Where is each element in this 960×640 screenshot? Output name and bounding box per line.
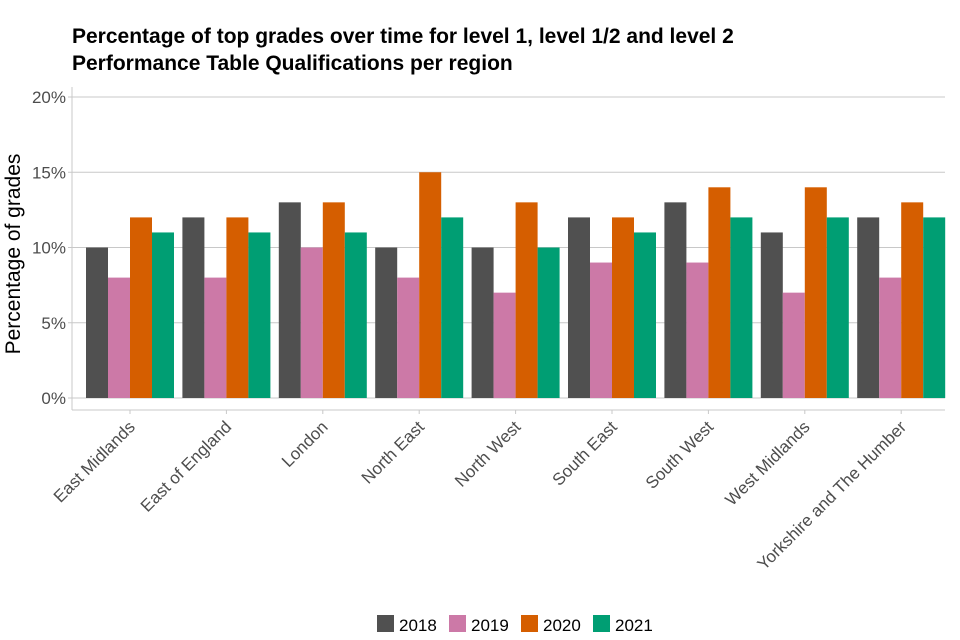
legend-label-2018: 2018 (399, 616, 437, 635)
bar-2019-south-east (590, 262, 612, 398)
bar-2018-north-west (471, 247, 494, 398)
bar-2021-london (344, 232, 367, 398)
bar-2019-west-midlands (782, 292, 805, 398)
y-tick-label: 5% (41, 314, 66, 333)
bar-2021-north-east (441, 217, 464, 398)
bar-2019-north-west (493, 292, 516, 398)
y-tick-label: 15% (32, 163, 66, 182)
bar-2020-north-east (419, 172, 442, 398)
x-tick-label: North West (451, 417, 525, 491)
bar-2021-south-east (634, 232, 656, 398)
bar-2018-london (278, 202, 301, 398)
bar-2019-south-west (686, 262, 709, 398)
bar-2018-yorkshire-and-the-humber (857, 217, 880, 398)
bar-2021-west-midlands (826, 217, 849, 398)
legend-label-2020: 2020 (543, 616, 581, 635)
bar-2020-west-midlands (804, 187, 827, 398)
bar-2019-yorkshire-and-the-humber (879, 277, 902, 398)
x-tick-label: West Midlands (722, 417, 814, 509)
bars (86, 172, 946, 398)
bar-2018-north-east (375, 247, 398, 398)
bar-2020-north-west (515, 202, 538, 398)
bar-2020-south-east (612, 217, 634, 398)
legend-swatch-2019 (449, 615, 466, 632)
bar-2021-yorkshire-and-the-humber (923, 217, 946, 398)
x-tick-label: East Midlands (50, 417, 139, 506)
bar-2019-east-of-england (204, 277, 227, 398)
y-axis-label: Percentage of grades (2, 154, 25, 355)
bar-2018-east-midlands (86, 247, 108, 398)
legend-swatch-2018 (377, 615, 394, 632)
legend-swatch-2020 (521, 615, 538, 632)
bar-2019-london (300, 247, 323, 398)
x-tick-label: South East (549, 417, 621, 489)
legend: 2018 2019 2020 2021 (377, 615, 653, 635)
bar-2020-yorkshire-and-the-humber (901, 202, 924, 398)
x-tick-label: East of England (137, 417, 235, 515)
legend-label-2019: 2019 (471, 616, 509, 635)
chart-title-line-1: Percentage of top grades over time for l… (72, 25, 734, 48)
bar-2018-south-east (568, 217, 590, 398)
legend-label-2021: 2021 (615, 616, 653, 635)
bar-2018-east-of-england (182, 217, 205, 398)
y-tick-label: 0% (41, 389, 66, 408)
bar-2018-south-west (664, 202, 687, 398)
bar-2020-london (322, 202, 345, 398)
bar-2021-east-midlands (152, 232, 174, 398)
bar-2020-east-midlands (130, 217, 152, 398)
bar-2021-south-west (730, 217, 753, 398)
bar-2019-east-midlands (108, 277, 130, 398)
x-tick-label: London (278, 417, 332, 471)
bar-2021-east-of-england (248, 232, 271, 398)
chart-title-line-2: Performance Table Qualifications per reg… (72, 52, 513, 75)
y-tick-label: 10% (32, 239, 66, 258)
x-tick-label: North East (358, 417, 428, 487)
x-tick-label: South West (642, 417, 718, 493)
y-tick-label: 20% (32, 88, 66, 107)
bar-2020-south-west (708, 187, 731, 398)
bar-2020-east-of-england (226, 217, 249, 398)
legend-swatch-2021 (593, 615, 610, 632)
bar-2019-north-east (397, 277, 420, 398)
bar-2018-west-midlands (760, 232, 783, 398)
bar-2021-north-west (537, 247, 560, 398)
